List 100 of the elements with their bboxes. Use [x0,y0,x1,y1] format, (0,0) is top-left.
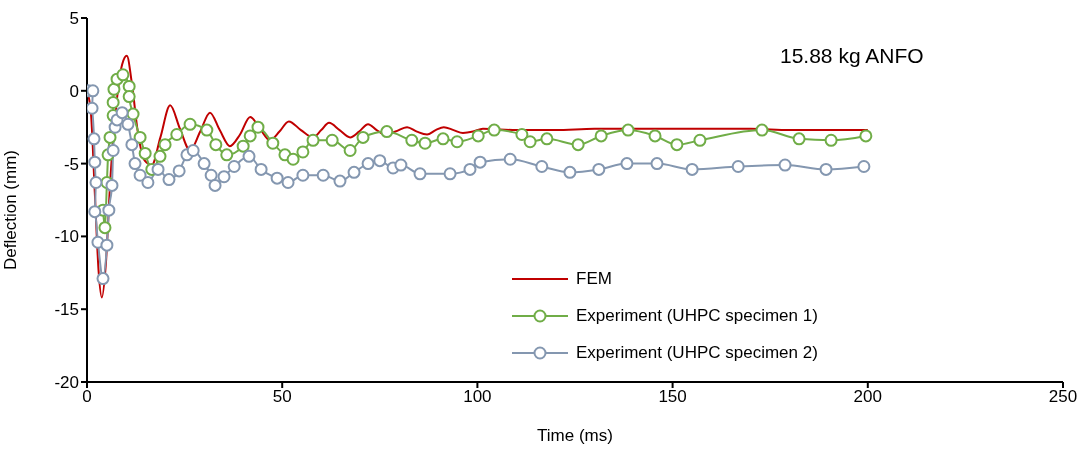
point [648,129,662,143]
point [138,146,152,160]
point [418,136,432,150]
point [170,127,184,141]
x-tick-label: 50 [272,387,292,407]
point [103,130,117,144]
point [87,101,99,115]
point [243,129,257,143]
point [153,149,167,163]
point [266,136,280,150]
point [592,162,606,176]
point [106,95,120,109]
point [443,167,457,181]
point [356,130,370,144]
x-axis-title: Time (ms) [537,426,613,445]
point [487,123,501,137]
point [158,138,172,152]
y-tick-label: 5 [69,9,79,29]
point [731,160,745,174]
point [316,168,330,182]
point [88,155,102,169]
point [563,165,577,179]
point [333,174,347,188]
y-tick-label: -15 [54,300,79,320]
point [343,144,357,157]
point [133,130,147,144]
point [857,160,871,174]
point [296,168,310,182]
point [98,221,112,235]
y-tick-label: -10 [54,227,79,247]
x-tick-label: 0 [82,387,92,407]
point [172,164,186,178]
point [473,155,487,169]
point [186,144,200,157]
point [270,171,284,185]
point [125,138,139,152]
point [128,157,142,171]
point [571,138,585,152]
point [89,176,103,190]
y-tick-label: -5 [63,154,79,174]
point [594,129,608,143]
point [116,68,130,82]
point [106,144,120,157]
point [133,168,147,182]
x-tick-label: 100 [463,387,492,407]
point [621,123,635,137]
point [183,117,197,131]
point [217,170,231,184]
point [436,132,450,146]
point [450,135,464,149]
point [778,158,792,172]
point [693,133,707,147]
point [87,84,100,98]
point [535,160,549,174]
point [325,133,339,147]
x-tick-label: 250 [1048,387,1078,407]
point [380,125,394,139]
point [394,158,408,172]
point [141,176,155,190]
point [463,162,477,176]
annotation: 15.88 kg ANFO [780,44,924,68]
point [100,238,114,252]
point [200,123,214,137]
point [819,162,833,176]
point [792,132,806,146]
legend-label: Experiment (UHPC specimen 2) [576,342,818,363]
point [650,157,664,171]
point [405,133,419,147]
point [347,165,361,179]
point [540,132,554,146]
point [824,133,838,147]
point [87,132,101,146]
legend-label: Experiment (UHPC specimen 1) [576,305,818,326]
point [115,106,129,120]
point [685,162,699,176]
point [755,123,769,137]
point [204,168,218,182]
point [105,178,119,192]
point [620,157,634,171]
point [208,178,222,192]
point [227,160,241,174]
point [122,90,136,104]
point [236,139,250,153]
point [296,145,310,159]
point [107,82,121,96]
x-tick-label: 150 [658,387,687,407]
point [471,129,485,143]
point [503,152,517,166]
y-tick-label: -20 [54,373,79,393]
point [162,173,176,187]
legend-label: FEM [576,268,612,289]
point [413,167,427,181]
point [286,152,300,166]
point [151,162,165,176]
point [242,149,256,163]
point [859,129,873,143]
y-axis-title: Deflection (mm) [1,150,21,270]
point [670,138,684,152]
point [254,162,268,176]
point [306,133,320,147]
